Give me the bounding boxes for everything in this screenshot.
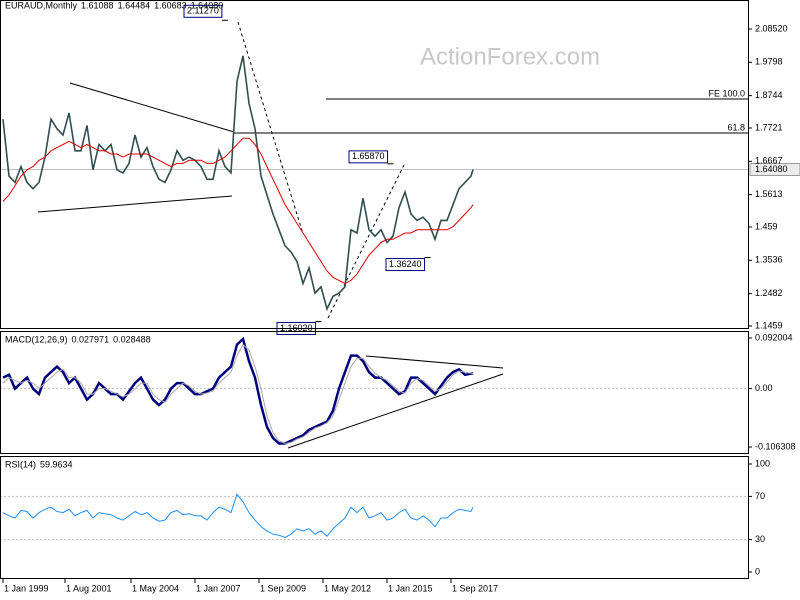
x-tick-label: 1 Sep 2009 (260, 583, 306, 593)
panel-frame (0, 456, 749, 579)
y-tick-label: 2.08520 (755, 23, 788, 33)
annotation-label: 1.16020 (280, 323, 313, 333)
y-tick-label: 1.5613 (755, 189, 783, 199)
panel-frame (0, 0, 749, 329)
ohlc-value: 1.60683 (154, 0, 187, 10)
chart-title: EURAUD,Monthly (5, 0, 78, 10)
rsi-value: 59.9634 (40, 459, 73, 469)
trendline (365, 355, 504, 369)
trendline (327, 164, 405, 319)
watermark: ActionForex.com (420, 43, 600, 70)
series-line (2, 336, 474, 445)
trendline (37, 195, 233, 213)
y-tick-label: 0.092004 (755, 332, 793, 342)
y-tick-label: 0 (755, 566, 760, 576)
ohlc-value: 1.64484 (118, 0, 151, 10)
trendlines (37, 21, 504, 449)
y-tick-label: 1.3536 (755, 255, 783, 265)
y-tick-label: 1.1459 (755, 320, 783, 330)
annotation-label: 1.36240 (389, 259, 422, 269)
y-tick-label: 1.8744 (755, 90, 783, 100)
x-tick-label: 1 Jan 2015 (388, 583, 433, 593)
series-line (2, 137, 474, 285)
y-tick-label: 30 (755, 534, 765, 544)
y-tick-label: -0.106308 (755, 441, 796, 451)
annotation-box (348, 150, 389, 164)
panel-title: MACD(12,26,9) (5, 334, 68, 344)
macd-value: 0.027971 (72, 334, 110, 344)
last-price-box (749, 163, 800, 177)
annotation-label: 2.11270 (187, 6, 219, 16)
annotation-box (385, 258, 426, 272)
panel-frame (0, 331, 749, 454)
x-tick-label: 1 May 2012 (324, 583, 371, 593)
annotation-box (183, 4, 223, 18)
signal-value: 0.028488 (113, 334, 151, 344)
x-tick-label: 1 May 2004 (132, 583, 179, 593)
last-price-label: 1.64080 (755, 164, 788, 174)
y-tick-label: 0.00 (755, 383, 773, 393)
series-line (2, 493, 474, 538)
ohlc-value: 1.64080 (191, 0, 224, 10)
x-tick-label: 1 Aug 2001 (66, 583, 112, 593)
y-tick-label: 1.2482 (755, 288, 783, 298)
x-tick-label: 1 Sep 2017 (452, 583, 498, 593)
trendline (287, 373, 504, 449)
y-tick-label: 1.9798 (755, 57, 783, 67)
x-tick-label: 1 Jan 2007 (196, 583, 241, 593)
y-tick-label: 70 (755, 491, 765, 501)
series-line (2, 343, 473, 445)
trendline (237, 21, 304, 235)
y-tick-label: 1.7721 (755, 122, 783, 132)
x-tick-label: 1 Jan 1999 (4, 583, 49, 593)
trendline (69, 82, 235, 133)
level-label: 61.8 (727, 122, 745, 132)
y-tick-label: 1.6667 (755, 156, 783, 166)
level-label: FE 100.0 (708, 88, 745, 98)
annotation-label: 1.65870 (352, 151, 385, 161)
panel-title: RSI(14) (5, 459, 36, 469)
y-tick-label: 1.459 (755, 221, 778, 231)
ohlc-value: 1.61088 (81, 0, 114, 10)
y-tick-label: 100 (755, 458, 770, 468)
